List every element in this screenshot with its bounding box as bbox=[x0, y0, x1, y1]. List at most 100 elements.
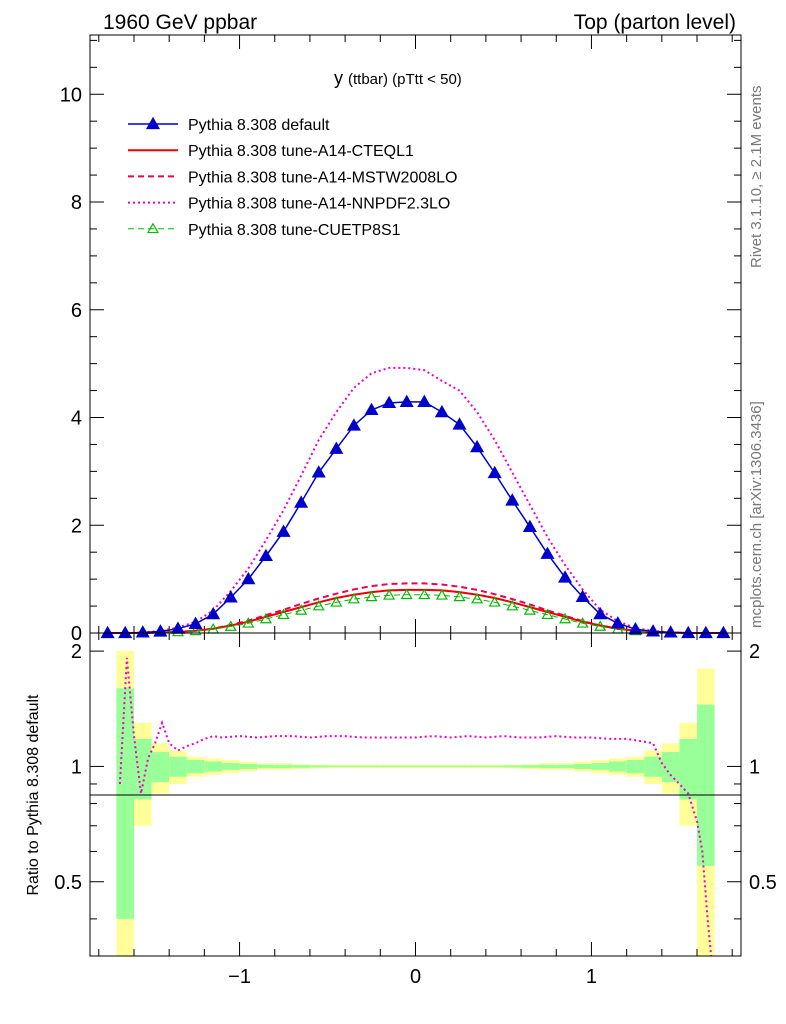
main-series-marker bbox=[435, 589, 448, 600]
main-series-marker bbox=[575, 589, 590, 603]
legend-label: Pythia 8.308 tune-A14-NNPDF2.3LO bbox=[188, 196, 450, 213]
ratio-band-green bbox=[380, 765, 398, 768]
ratio-ticks bbox=[90, 633, 741, 956]
ratio-band-green bbox=[468, 765, 486, 768]
main-y-tick-label: 0 bbox=[71, 623, 82, 645]
main-series-marker bbox=[487, 465, 502, 479]
ratio-band-green bbox=[644, 756, 662, 777]
main-series-marker bbox=[224, 620, 237, 631]
ratio-band-green bbox=[362, 765, 381, 768]
main-y-tick-label: 8 bbox=[71, 192, 82, 214]
ratio-band-green bbox=[292, 765, 310, 768]
main-series-marker bbox=[330, 596, 343, 607]
ratio-x-tick-labels: −1 0 1 bbox=[228, 966, 597, 988]
main-series-marker bbox=[540, 546, 555, 559]
header-energy-label: 1960 GeV ppbar bbox=[103, 11, 257, 34]
ratio-band-green bbox=[521, 765, 539, 768]
ratio-y-tick-labels: 0.5 0.5 1 1 2 2 bbox=[54, 641, 777, 894]
legend-label: Pythia 8.308 tune-A14-CTEQL1 bbox=[188, 143, 414, 160]
main-series-marker bbox=[346, 418, 361, 431]
ratio-band-green bbox=[221, 763, 240, 770]
main-series-marker bbox=[399, 394, 414, 407]
ratio-band-green bbox=[274, 764, 293, 769]
ratio-band-green bbox=[133, 738, 152, 800]
main-series-marker bbox=[434, 404, 449, 418]
main-y-tick-label: 10 bbox=[60, 84, 82, 106]
ratio-band-green bbox=[116, 688, 134, 919]
main-series-marker bbox=[576, 617, 589, 628]
ratio-x-tick-label: 0 bbox=[410, 966, 421, 988]
ratio-y-tick-label-right: 0.5 bbox=[749, 872, 777, 894]
main-y-tick-label: 2 bbox=[71, 515, 82, 537]
ratio-y-tick-label-left: 1 bbox=[71, 756, 82, 778]
main-series-marker bbox=[118, 625, 133, 639]
main-series-marker bbox=[259, 612, 272, 624]
main-series-marker bbox=[277, 608, 290, 620]
main-series-marker bbox=[242, 617, 255, 628]
main-panel: 0 2 4 6 8 10 y (ttbar) (pTtt < 50) Pythia 8.3… bbox=[60, 34, 742, 645]
main-ticks bbox=[90, 35, 741, 634]
ratio-band-green bbox=[169, 756, 187, 777]
ratio-band-green bbox=[609, 761, 627, 772]
legend: Pythia 8.308 default Pythia 8.308 tune-A1… bbox=[128, 116, 457, 239]
ratio-band-green bbox=[309, 765, 328, 768]
ratio-band-green bbox=[397, 765, 416, 768]
ratio-curves bbox=[118, 657, 713, 957]
main-series-marker bbox=[488, 596, 501, 607]
main-series-marker bbox=[558, 570, 573, 583]
main-series-marker bbox=[276, 524, 291, 537]
main-series-marker bbox=[471, 592, 484, 604]
main-series-marker bbox=[610, 616, 625, 629]
main-series-marker bbox=[188, 616, 203, 629]
ratio-band-green bbox=[661, 752, 680, 783]
ratio-y-tick-label-right: 1 bbox=[749, 756, 760, 778]
main-series-marker bbox=[663, 625, 678, 638]
ratio-band-green bbox=[345, 765, 363, 768]
main-series-marker bbox=[505, 493, 520, 506]
ratio-band-green bbox=[697, 704, 715, 866]
main-series-marker bbox=[365, 590, 378, 602]
ratio-band-green bbox=[485, 765, 504, 768]
main-series-marker bbox=[223, 590, 238, 603]
ratio-x-tick-label: 1 bbox=[586, 966, 597, 988]
main-series-marker bbox=[258, 548, 273, 562]
legend-label: Pythia 8.308 default bbox=[188, 117, 330, 134]
main-series-marker bbox=[418, 588, 431, 600]
ratio-band-green bbox=[327, 765, 346, 768]
main-series-marker bbox=[241, 571, 256, 585]
main-series-marker bbox=[594, 620, 607, 631]
ratio-y-tick-label-left: 2 bbox=[71, 641, 82, 663]
header-process-label: Top (parton level) bbox=[574, 11, 736, 34]
main-series-marker bbox=[100, 625, 115, 639]
main-series-marker bbox=[312, 599, 325, 611]
main-series-marker bbox=[453, 590, 466, 602]
ratio-band-green bbox=[556, 764, 574, 769]
ratio-band-green bbox=[679, 738, 698, 800]
main-series-marker bbox=[523, 604, 536, 615]
main-curves bbox=[100, 366, 731, 639]
ratio-band-green bbox=[257, 764, 275, 769]
ratio-band-green bbox=[186, 759, 205, 774]
side-rivet-label: Rivet 3.1.10, ≥ 2.1M events bbox=[748, 86, 765, 269]
main-series-marker bbox=[681, 625, 696, 639]
side-mcplots-label: mcplots.cern.ch [arXiv:1306.3436] bbox=[748, 401, 765, 628]
main-series-line bbox=[107, 366, 724, 634]
ratio-band-green bbox=[626, 759, 645, 774]
main-series-marker bbox=[329, 441, 344, 454]
ratio-bands bbox=[116, 651, 715, 956]
ratio-band-green bbox=[433, 765, 451, 768]
main-series-marker bbox=[470, 439, 485, 453]
main-series-marker bbox=[135, 625, 150, 638]
main-series-marker bbox=[400, 588, 413, 600]
main-series-marker bbox=[628, 622, 643, 635]
ratio-band-green bbox=[503, 765, 522, 768]
ratio-band-green bbox=[538, 764, 557, 769]
legend-marker bbox=[145, 116, 161, 130]
main-series-marker bbox=[541, 608, 554, 620]
main-series-marker bbox=[347, 592, 360, 604]
main-y-tick-label: 4 bbox=[71, 408, 82, 430]
ratio-y-tick-label-left: 0.5 bbox=[54, 872, 82, 894]
main-series-marker bbox=[383, 589, 396, 600]
ratio-panel: 0.5 0.5 1 1 2 2 −1 0 1 Ratio to Pythia 8.308 de… bbox=[25, 632, 777, 988]
